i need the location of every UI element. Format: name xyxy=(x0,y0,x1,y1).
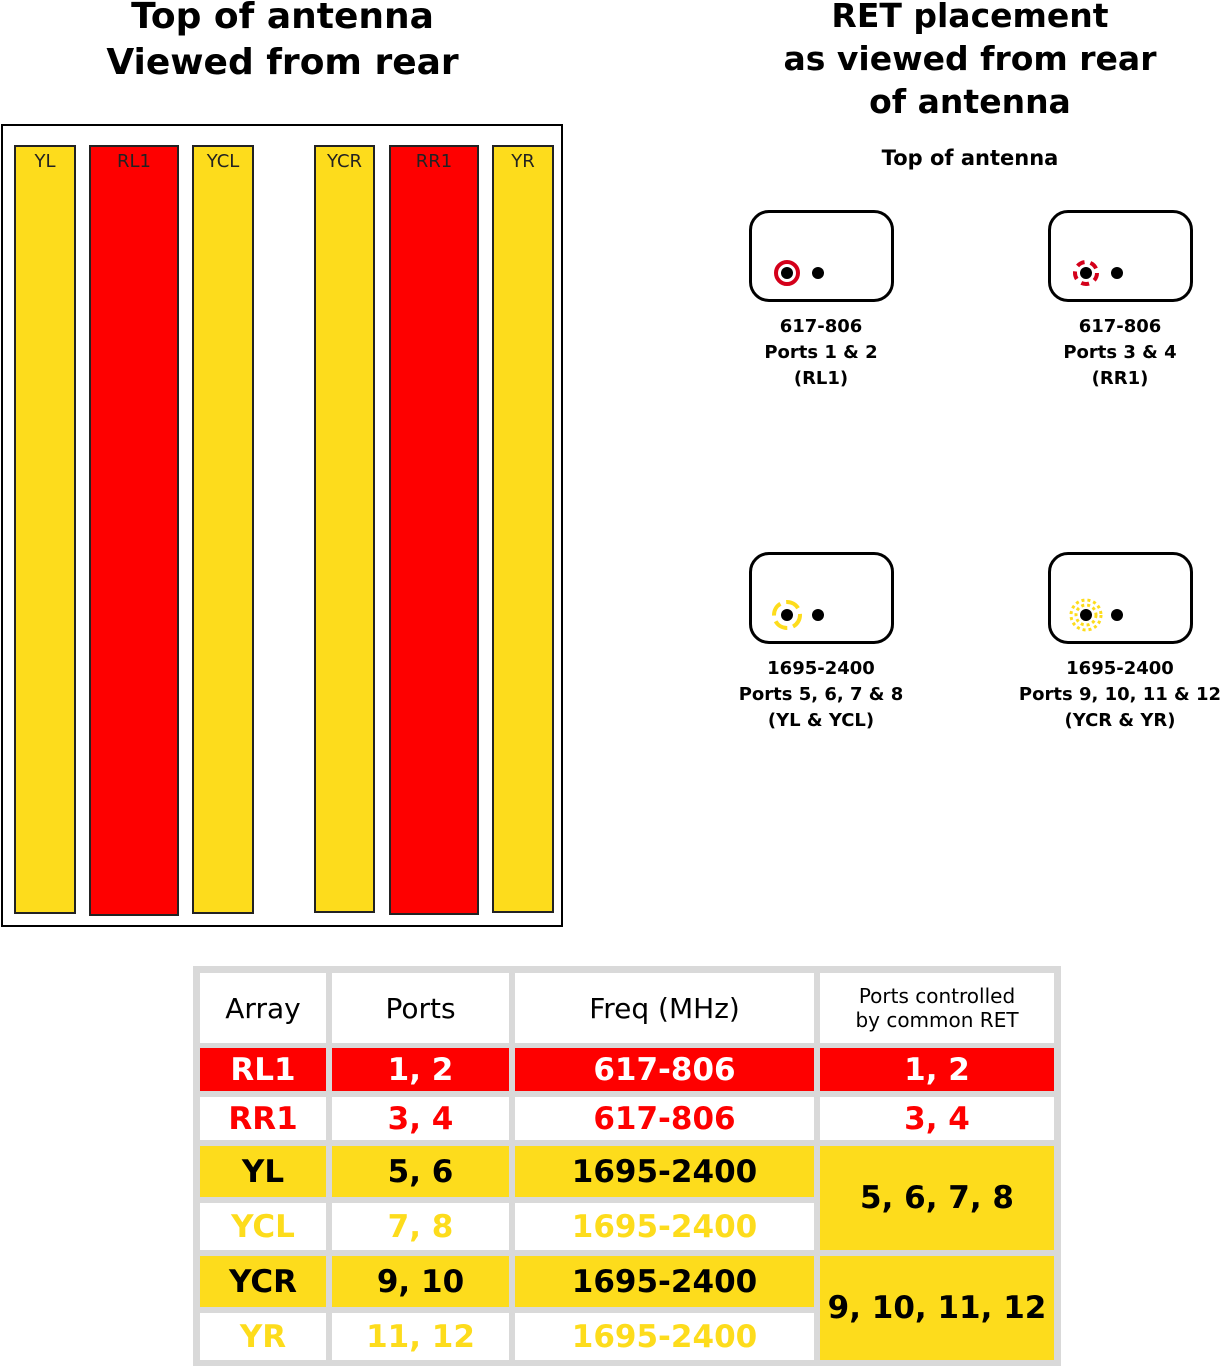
port-table: Array Ports Freq (MHz) Ports controlled … xyxy=(193,966,1061,1366)
ret-label-ycr-yr: 1695-2400 Ports 9, 10, 11 & 12 (YCR & YR) xyxy=(1018,658,1222,731)
ret-connector-icon xyxy=(1073,260,1123,286)
cell-ports: 9, 10 xyxy=(332,1256,509,1307)
header-array: Array xyxy=(200,973,326,1043)
ret-connector-icon xyxy=(1069,598,1123,632)
header-common-ret: Ports controlled by common RET xyxy=(820,973,1054,1043)
ret-box-rl1 xyxy=(749,210,894,302)
ret-connector-icon xyxy=(774,260,824,286)
ret-label-yl-ycl: 1695-2400 Ports 5, 6, 7 & 8 (YL & YCL) xyxy=(738,658,904,731)
right-title: RET placement as viewed from rear of ant… xyxy=(783,0,1157,121)
array-column-label: RR1 xyxy=(415,151,453,172)
antenna-rear-view: YL RL1 YCL YCR RR1 YR xyxy=(1,124,563,927)
ret-connector-icon xyxy=(772,600,824,630)
cell-array: YCL xyxy=(200,1203,326,1250)
array-column-yr: YR xyxy=(492,145,554,913)
cell-freq: 617-806 xyxy=(515,1048,814,1091)
cell-ports: 7, 8 xyxy=(332,1203,509,1250)
cell-common: 3, 4 xyxy=(820,1097,1054,1140)
cell-common: 1, 2 xyxy=(820,1048,1054,1091)
cell-array: YL xyxy=(200,1146,326,1197)
left-title: Top of antenna Viewed from rear xyxy=(106,0,459,83)
header-ports: Ports xyxy=(332,973,509,1043)
array-column-label: YL xyxy=(34,151,56,172)
array-column-label: YCR xyxy=(326,151,363,172)
ret-box-yl-ycl xyxy=(749,552,894,644)
array-column-ycr: YCR xyxy=(314,145,375,913)
ret-label-rr1: 617-806 Ports 3 & 4 (RR1) xyxy=(1063,316,1177,389)
array-column-rl1: RL1 xyxy=(89,145,179,916)
cell-freq: 1695-2400 xyxy=(515,1203,814,1250)
cell-freq: 1695-2400 xyxy=(515,1146,814,1197)
ret-box-ycr-yr xyxy=(1048,552,1193,644)
ret-top-label: Top of antenna xyxy=(881,146,1059,170)
array-column-rr1: RR1 xyxy=(389,145,479,915)
array-column-ycl: YCL xyxy=(192,145,254,914)
cell-common-merged: 5, 6, 7, 8 xyxy=(820,1146,1054,1250)
cell-freq: 1695-2400 xyxy=(515,1313,814,1360)
ret-box-rr1 xyxy=(1048,210,1193,302)
cell-array: YCR xyxy=(200,1256,326,1307)
cell-ports: 11, 12 xyxy=(332,1313,509,1360)
cell-ports: 3, 4 xyxy=(332,1097,509,1140)
ret-label-rl1: 617-806 Ports 1 & 2 (RL1) xyxy=(764,316,878,389)
cell-freq: 1695-2400 xyxy=(515,1256,814,1307)
array-column-label: RL1 xyxy=(117,151,151,172)
cell-ports: 5, 6 xyxy=(332,1146,509,1197)
cell-freq: 617-806 xyxy=(515,1097,814,1140)
array-column-label: YR xyxy=(511,151,535,172)
array-column-label: YCL xyxy=(206,151,240,172)
cell-array: RL1 xyxy=(200,1048,326,1091)
array-column-yl: YL xyxy=(14,145,76,914)
cell-array: RR1 xyxy=(200,1097,326,1140)
header-freq: Freq (MHz) xyxy=(515,973,814,1043)
cell-ports: 1, 2 xyxy=(332,1048,509,1091)
cell-common-merged: 9, 10, 11, 12 xyxy=(820,1256,1054,1360)
cell-array: YR xyxy=(200,1313,326,1360)
